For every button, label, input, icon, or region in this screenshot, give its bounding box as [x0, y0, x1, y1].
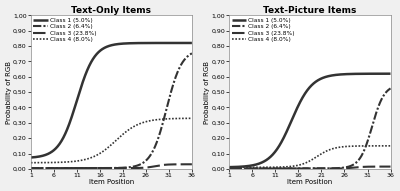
Class 3 (23.8%) [335, 167, 340, 170]
Class 4 (8.0%) [322, 151, 327, 153]
Class 3 (23.8%) [348, 167, 353, 169]
Class 3 (23.8%) [190, 163, 194, 165]
Class 3 (23.8%) [388, 165, 393, 168]
X-axis label: Item Position: Item Position [287, 179, 333, 185]
Class 2 (6.4%) [28, 167, 33, 169]
Class 4 (8.0%) [101, 150, 106, 152]
Class 3 (23.8%) [123, 167, 128, 169]
Class 1 (5.0%) [227, 166, 232, 168]
Class 1 (5.0%) [70, 114, 75, 116]
Class 4 (8.0%) [227, 166, 232, 168]
Class 1 (5.0%) [28, 156, 33, 159]
Class 1 (5.0%) [150, 42, 154, 44]
Legend: Class 1 (5.0%), Class 2 (6.4%), Class 3 (23.8%), Class 4 (8.0%): Class 1 (5.0%), Class 2 (6.4%), Class 3 … [231, 17, 295, 43]
Y-axis label: Probability of RGB: Probability of RGB [6, 61, 12, 124]
Class 4 (8.0%) [123, 131, 128, 133]
Class 4 (8.0%) [150, 119, 154, 121]
Class 1 (5.0%) [335, 74, 340, 76]
Class 1 (5.0%) [136, 42, 141, 44]
Class 2 (6.4%) [268, 167, 273, 170]
Class 1 (5.0%) [190, 42, 194, 44]
Line: Class 1 (5.0%): Class 1 (5.0%) [31, 43, 192, 158]
Class 4 (8.0%) [348, 145, 353, 147]
Class 1 (5.0%) [322, 76, 327, 79]
Class 3 (23.8%) [28, 167, 33, 169]
Class 2 (6.4%) [322, 167, 327, 170]
Class 4 (8.0%) [335, 146, 340, 149]
Class 3 (23.8%) [268, 168, 273, 170]
Class 3 (23.8%) [256, 168, 260, 170]
Class 1 (5.0%) [101, 47, 106, 49]
Line: Class 3 (23.8%): Class 3 (23.8%) [230, 167, 390, 169]
Class 2 (6.4%) [335, 167, 340, 169]
Legend: Class 1 (5.0%), Class 2 (6.4%), Class 3 (23.8%), Class 4 (8.0%): Class 1 (5.0%), Class 2 (6.4%), Class 3 … [33, 17, 97, 43]
Line: Class 4 (8.0%): Class 4 (8.0%) [230, 146, 390, 167]
Title: Text-Only Items: Text-Only Items [71, 6, 151, 15]
Class 1 (5.0%) [256, 163, 260, 165]
Line: Class 4 (8.0%): Class 4 (8.0%) [31, 118, 192, 163]
Class 4 (8.0%) [268, 166, 273, 168]
Title: Text-Picture Items: Text-Picture Items [263, 6, 357, 15]
Class 4 (8.0%) [300, 163, 305, 165]
Class 1 (5.0%) [348, 73, 353, 75]
Class 3 (23.8%) [57, 167, 62, 169]
Line: Class 2 (6.4%): Class 2 (6.4%) [230, 88, 390, 168]
Class 2 (6.4%) [70, 167, 75, 169]
Class 1 (5.0%) [268, 155, 273, 158]
Class 3 (23.8%) [150, 166, 154, 168]
Class 2 (6.4%) [136, 164, 141, 166]
Class 3 (23.8%) [322, 168, 327, 170]
Class 1 (5.0%) [57, 143, 62, 145]
Class 4 (8.0%) [388, 145, 393, 147]
Class 2 (6.4%) [150, 151, 154, 154]
Class 3 (23.8%) [136, 167, 141, 169]
Class 3 (23.8%) [70, 167, 75, 169]
Class 4 (8.0%) [28, 162, 33, 164]
Y-axis label: Probability of RGB: Probability of RGB [204, 61, 210, 124]
Line: Class 1 (5.0%): Class 1 (5.0%) [230, 74, 390, 167]
Class 2 (6.4%) [190, 52, 194, 54]
Line: Class 3 (23.8%): Class 3 (23.8%) [31, 164, 192, 168]
Class 1 (5.0%) [123, 42, 128, 45]
Class 3 (23.8%) [227, 168, 232, 170]
Class 4 (8.0%) [136, 123, 141, 125]
Class 1 (5.0%) [388, 73, 393, 75]
Class 2 (6.4%) [101, 167, 106, 169]
Class 3 (23.8%) [101, 167, 106, 169]
Class 2 (6.4%) [388, 87, 393, 90]
Class 4 (8.0%) [57, 161, 62, 163]
Class 4 (8.0%) [190, 117, 194, 119]
Class 2 (6.4%) [227, 167, 232, 170]
Line: Class 2 (6.4%): Class 2 (6.4%) [31, 53, 192, 168]
Class 2 (6.4%) [57, 167, 62, 169]
X-axis label: Item Position: Item Position [89, 179, 134, 185]
Class 2 (6.4%) [348, 165, 353, 167]
Class 3 (23.8%) [300, 168, 305, 170]
Class 4 (8.0%) [70, 160, 75, 163]
Class 2 (6.4%) [256, 167, 260, 170]
Class 2 (6.4%) [123, 166, 128, 169]
Class 2 (6.4%) [300, 167, 305, 170]
Class 1 (5.0%) [300, 97, 305, 99]
Class 4 (8.0%) [256, 166, 260, 168]
